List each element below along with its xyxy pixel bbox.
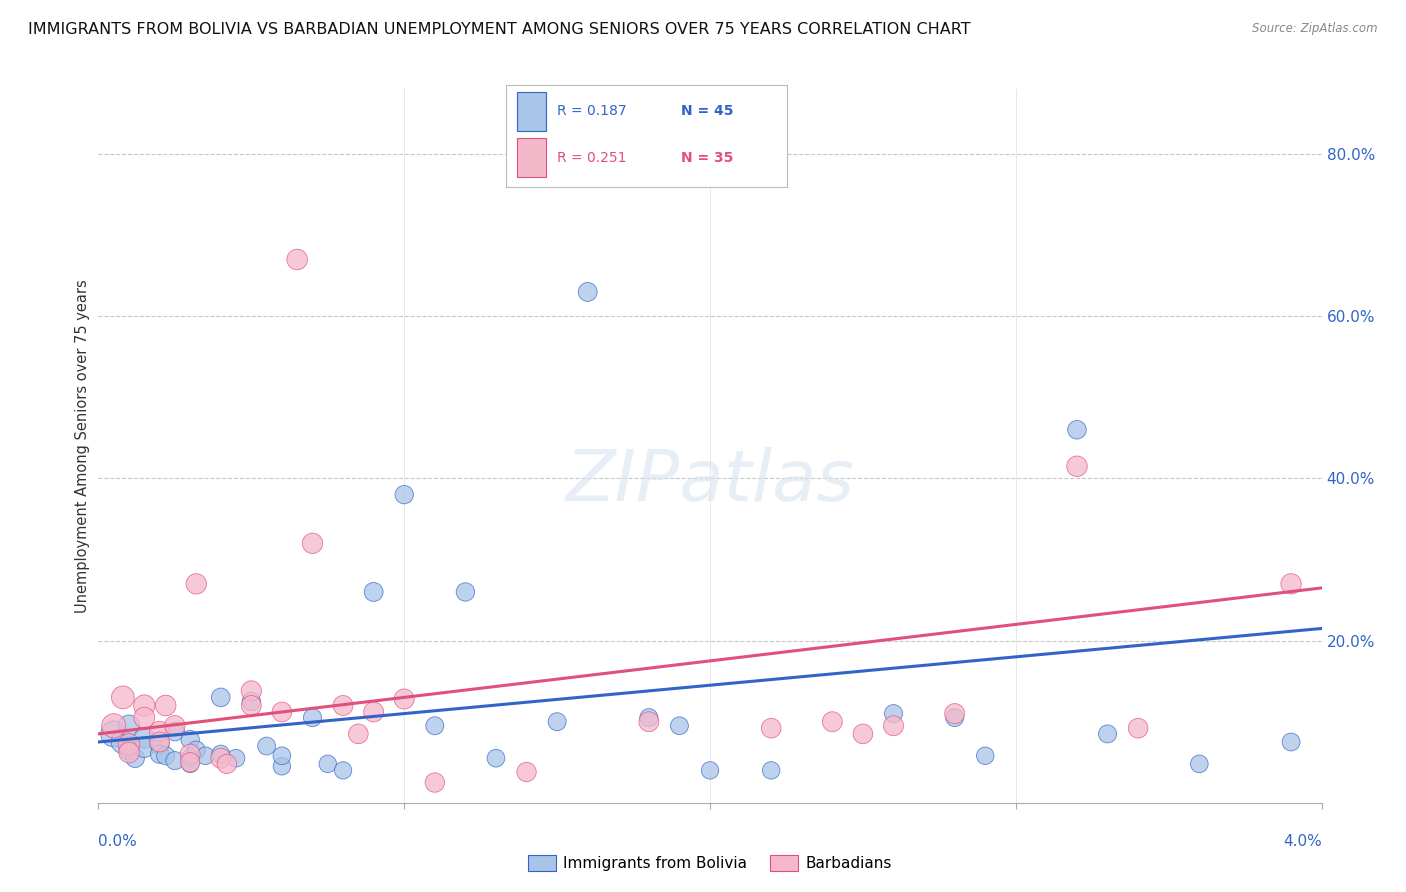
Point xyxy=(270,748,294,763)
Text: IMMIGRANTS FROM BOLIVIA VS BARBADIAN UNEMPLOYMENT AMONG SENIORS OVER 75 YEARS CO: IMMIGRANTS FROM BOLIVIA VS BARBADIAN UNE… xyxy=(28,22,970,37)
Point xyxy=(149,724,172,739)
Point xyxy=(240,698,263,713)
FancyBboxPatch shape xyxy=(517,92,546,131)
Point xyxy=(179,747,201,761)
Point xyxy=(363,705,385,719)
Point xyxy=(347,727,370,741)
Point xyxy=(883,706,905,721)
Point xyxy=(225,751,247,765)
Point xyxy=(852,727,875,741)
Text: ZIPatlas: ZIPatlas xyxy=(565,447,855,516)
Text: Source: ZipAtlas.com: Source: ZipAtlas.com xyxy=(1253,22,1378,36)
Point xyxy=(699,764,721,778)
Point xyxy=(186,743,208,757)
Text: R = 0.251: R = 0.251 xyxy=(557,151,626,164)
Text: R = 0.187: R = 0.187 xyxy=(557,104,627,119)
Text: 4.0%: 4.0% xyxy=(1282,834,1322,849)
Point xyxy=(186,577,208,591)
Point xyxy=(134,711,156,725)
Point xyxy=(118,719,141,733)
Point xyxy=(118,738,141,752)
Point xyxy=(240,694,263,708)
Point xyxy=(179,751,201,765)
Point xyxy=(637,714,661,729)
Point xyxy=(1097,727,1119,741)
Point xyxy=(1066,423,1088,437)
Point xyxy=(209,751,232,765)
Point xyxy=(454,585,477,599)
Point xyxy=(423,775,446,789)
Point xyxy=(392,692,416,706)
Point xyxy=(316,756,339,771)
Point xyxy=(1066,459,1088,474)
Point xyxy=(1128,721,1150,735)
Point xyxy=(179,756,201,770)
Point xyxy=(149,735,172,749)
Point xyxy=(332,698,354,713)
Point xyxy=(883,719,905,733)
Point xyxy=(163,719,186,733)
Point xyxy=(1279,735,1302,749)
Text: 0.0%: 0.0% xyxy=(98,834,138,849)
Point xyxy=(134,731,156,745)
Point xyxy=(134,740,156,755)
Point xyxy=(943,711,966,725)
Point xyxy=(149,738,172,752)
Point xyxy=(256,739,278,753)
Point xyxy=(155,748,177,763)
Point xyxy=(134,698,156,713)
Point xyxy=(423,719,446,733)
Point xyxy=(668,719,690,733)
FancyBboxPatch shape xyxy=(517,138,546,177)
Point xyxy=(111,690,134,705)
Point xyxy=(118,746,141,760)
Point xyxy=(821,714,844,729)
Point xyxy=(392,488,416,502)
Point xyxy=(285,252,308,267)
Point xyxy=(163,724,186,739)
Point xyxy=(179,756,201,771)
Point xyxy=(149,747,172,761)
Point xyxy=(301,711,323,725)
Point xyxy=(270,705,294,719)
Point xyxy=(974,748,997,763)
Point xyxy=(209,690,232,705)
Legend: Immigrants from Bolivia, Barbadians: Immigrants from Bolivia, Barbadians xyxy=(522,849,898,877)
Text: N = 45: N = 45 xyxy=(681,104,733,119)
Point xyxy=(124,751,146,765)
Point xyxy=(516,764,538,779)
Point xyxy=(759,721,782,735)
Text: N = 35: N = 35 xyxy=(681,151,733,164)
Point xyxy=(240,684,263,698)
Point xyxy=(118,743,141,757)
Point xyxy=(215,756,238,771)
Point xyxy=(363,585,385,599)
Point xyxy=(155,698,177,713)
Point xyxy=(485,751,508,765)
Point xyxy=(759,764,782,778)
Point xyxy=(546,714,568,729)
Point xyxy=(111,735,134,749)
Point xyxy=(332,764,354,778)
Point xyxy=(637,711,661,725)
Point xyxy=(576,285,599,299)
Point xyxy=(103,727,125,741)
Point xyxy=(270,759,294,773)
Point xyxy=(194,748,217,763)
Point xyxy=(943,706,966,721)
Point xyxy=(163,754,186,768)
Y-axis label: Unemployment Among Seniors over 75 years: Unemployment Among Seniors over 75 years xyxy=(75,279,90,613)
Point xyxy=(1188,756,1211,771)
Point xyxy=(103,719,125,733)
Point xyxy=(179,732,201,747)
Point xyxy=(1279,577,1302,591)
Point xyxy=(209,747,232,761)
Point xyxy=(301,536,323,550)
